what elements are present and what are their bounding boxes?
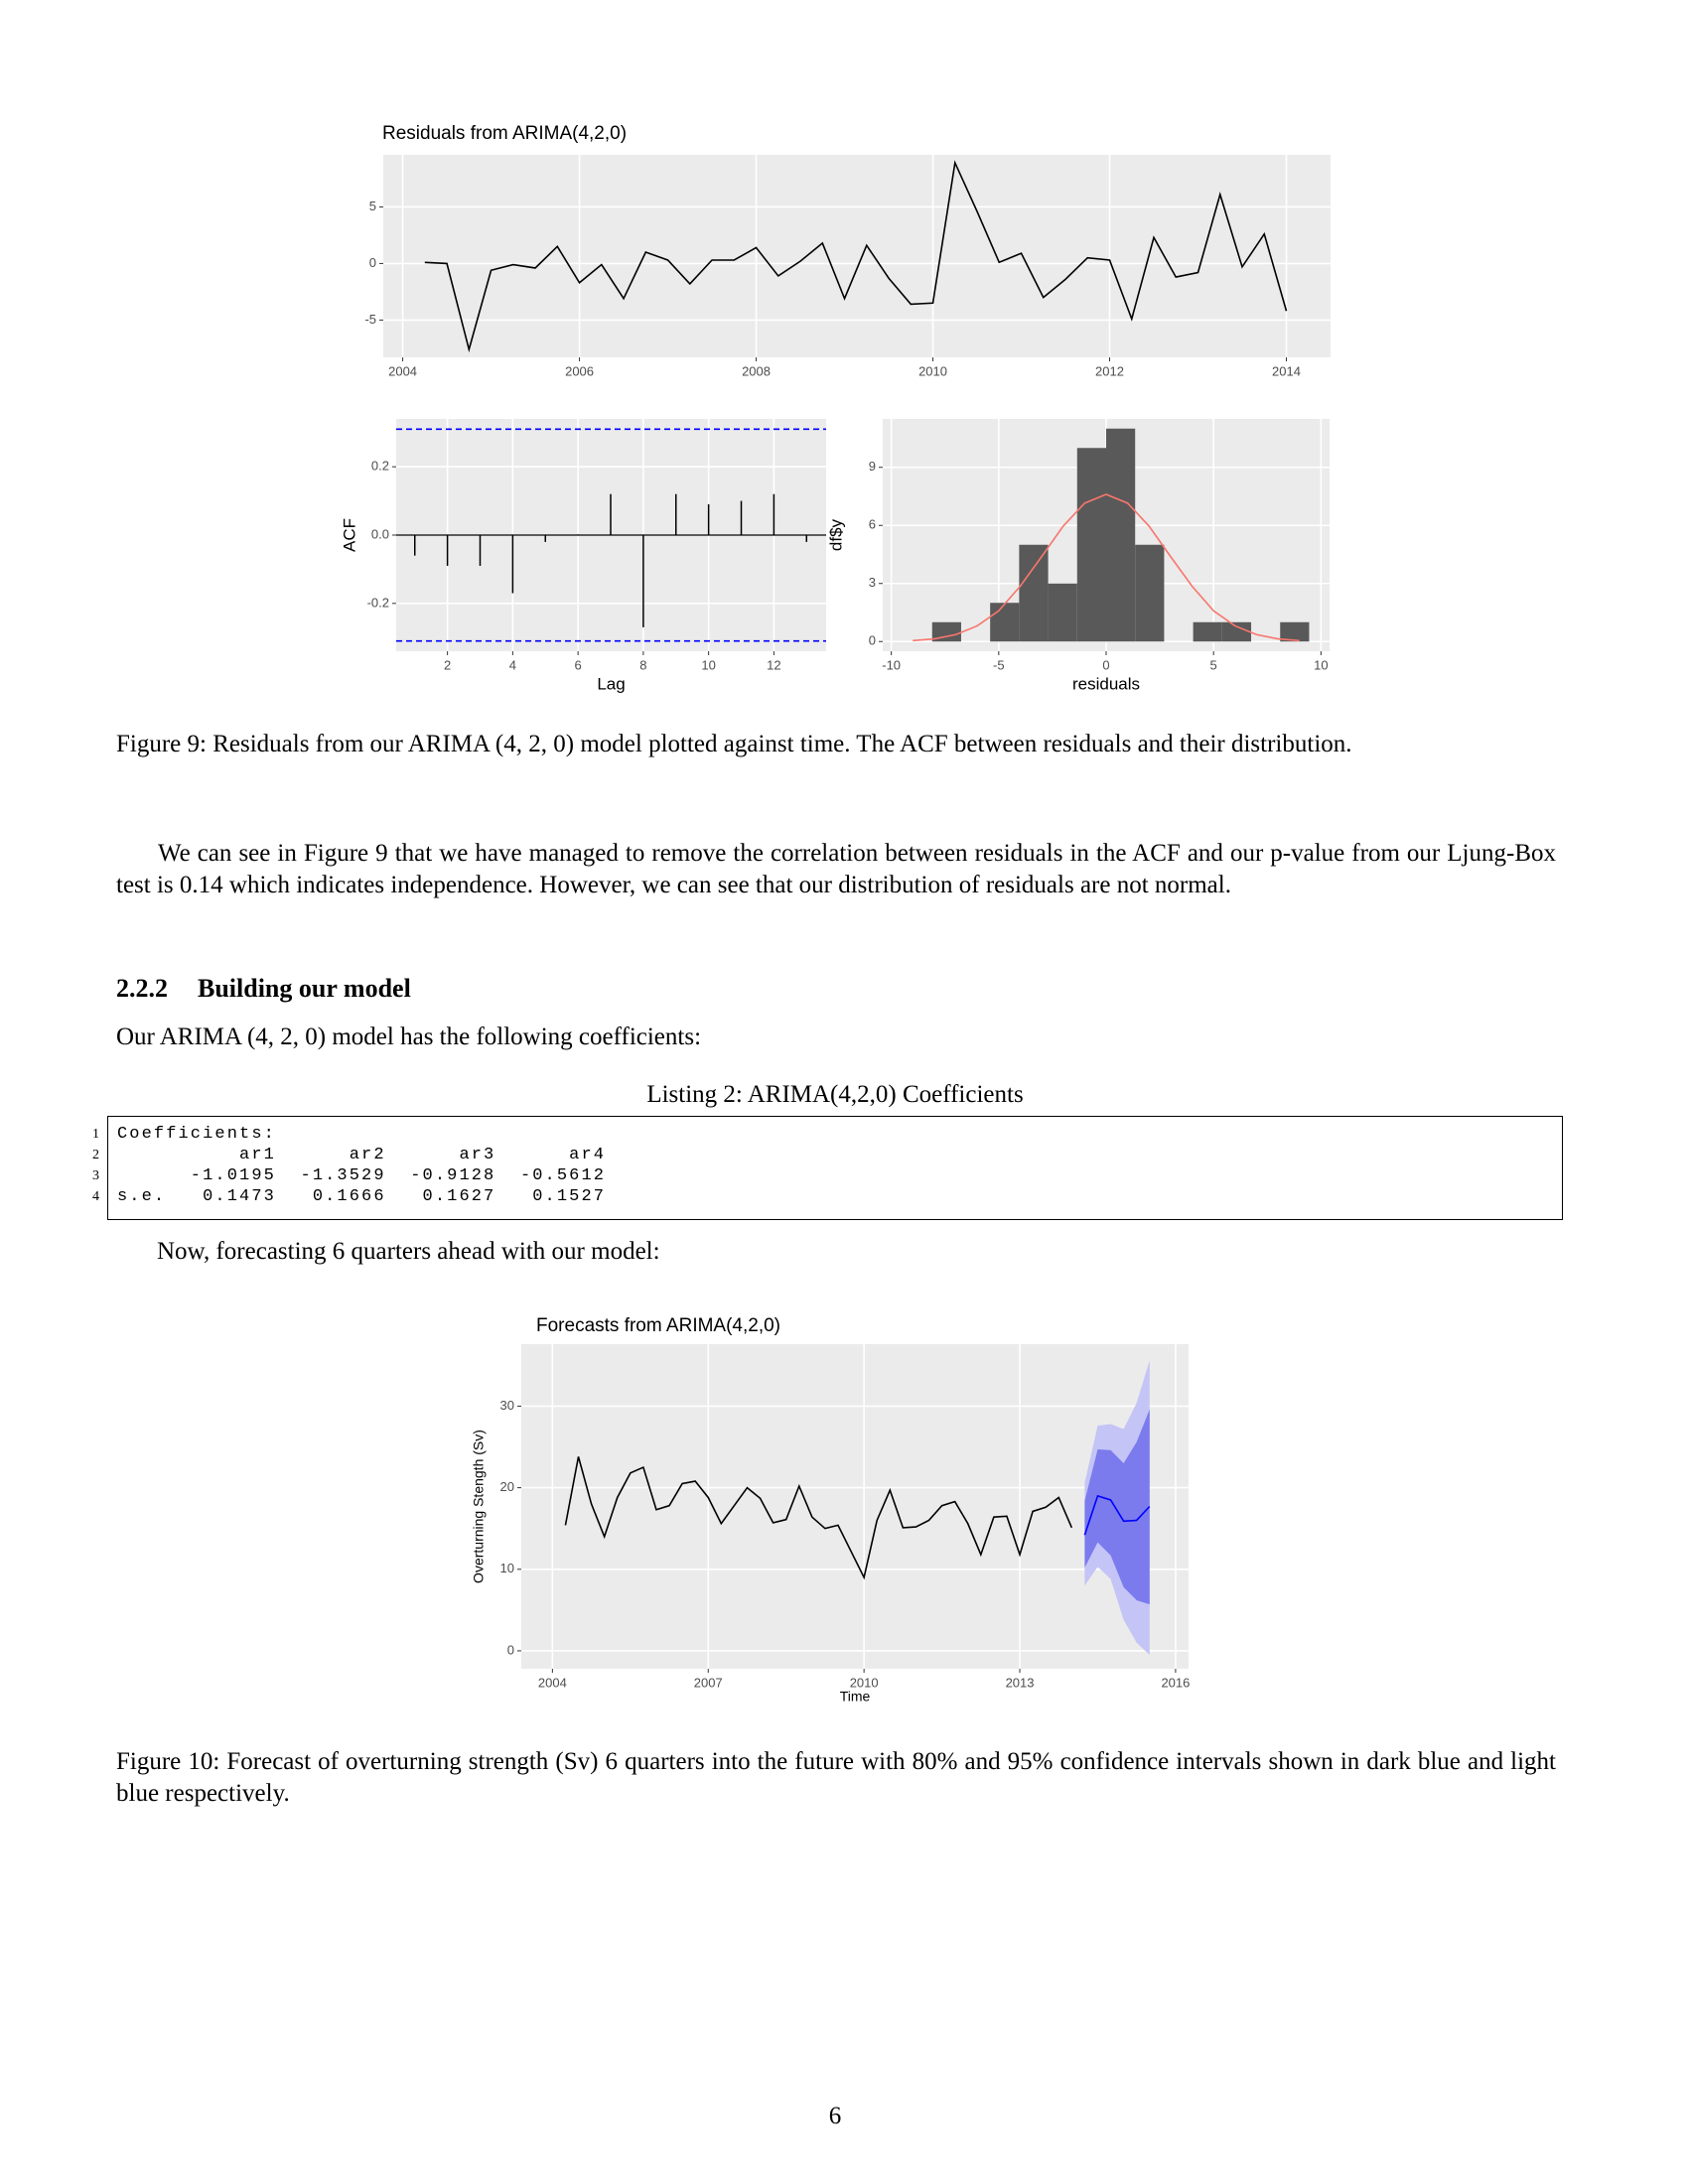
- y-tick-label: 20: [500, 1479, 514, 1494]
- line-number: 2: [92, 1148, 99, 1162]
- line: [424, 160, 1288, 353]
- x-tick-label: 4: [509, 657, 516, 672]
- x-tick-label: 2012: [1095, 363, 1124, 378]
- section-heading: 2.2.2 Building our model: [116, 973, 411, 1005]
- y-axis-label: df$y: [826, 518, 845, 551]
- x-axis-label: Time: [840, 1689, 871, 1705]
- section-number: 2.2.2: [116, 974, 168, 1003]
- y-tick-label: 30: [500, 1398, 514, 1413]
- x-tick-label: 8: [639, 657, 646, 672]
- y-tick-label: 0: [869, 633, 876, 648]
- paragraph: We can see in Figure 9 that we have mana…: [116, 840, 1556, 898]
- figure-caption: Figure 9: Residuals from our ARIMA (4, 2…: [116, 731, 1352, 757]
- histogram-bar: [1135, 544, 1165, 642]
- listing-caption: Listing 2: ARIMA(4,2,0) Coefficients: [646, 1081, 1024, 1108]
- histogram-bar: [1048, 583, 1077, 642]
- x-tick-label: 2008: [742, 363, 771, 378]
- histogram-bar: [1221, 621, 1252, 642]
- chart-title: Forecasts from ARIMA(4,2,0): [536, 1315, 780, 1336]
- histogram-bar: [1280, 621, 1310, 642]
- interval-80: [1084, 1409, 1150, 1605]
- x-tick-label: 10: [701, 657, 715, 672]
- density-curve: [913, 493, 1300, 642]
- y-tick-label: 0: [507, 1642, 514, 1657]
- x-tick-label: 2014: [1272, 363, 1301, 378]
- code-line: -1.0195 -1.3529 -0.9128 -0.5612: [117, 1166, 607, 1185]
- x-tick-label: 5: [1210, 657, 1217, 672]
- y-tick-label: 10: [500, 1561, 514, 1575]
- code-line: s.e. 0.1473 0.1666 0.1627 0.1527: [117, 1187, 607, 1206]
- page-number: 6: [828, 2103, 842, 2129]
- x-tick-label: 2006: [565, 363, 594, 378]
- x-axis-label: Lag: [597, 674, 625, 693]
- x-tick-label: 2013: [1006, 1675, 1035, 1690]
- code-line: Coefficients:: [117, 1125, 276, 1144]
- y-tick-label: 6: [869, 517, 876, 532]
- x-tick-label: 2007: [694, 1675, 723, 1690]
- line: [564, 1456, 1073, 1580]
- line-number: 4: [92, 1189, 99, 1204]
- x-tick-label: 2010: [918, 363, 947, 378]
- x-tick-label: 10: [1314, 657, 1328, 672]
- y-tick-label: 0.2: [371, 459, 389, 474]
- histogram-bar: [990, 603, 1020, 642]
- x-tick-label: 2010: [850, 1675, 879, 1690]
- y-tick-label: -5: [364, 312, 376, 327]
- histogram-bar: [1076, 448, 1106, 642]
- listing-box: [107, 1116, 1563, 1220]
- code-line: ar1 ar2 ar3 ar4: [117, 1146, 607, 1164]
- line-number: 1: [92, 1127, 99, 1142]
- histogram-bar: [1193, 621, 1222, 642]
- y-tick-label: 5: [369, 199, 376, 213]
- section-title: Building our model: [198, 974, 411, 1003]
- y-axis-label: ACF: [340, 518, 358, 552]
- x-axis-label: residuals: [1072, 674, 1140, 693]
- histogram-bar: [1106, 428, 1136, 642]
- line-number: 3: [92, 1168, 99, 1183]
- figure-caption: Figure 10: Forecast of overturning stren…: [116, 1748, 1556, 1807]
- forecast-line: [1083, 1494, 1151, 1536]
- x-tick-label: 2016: [1161, 1675, 1190, 1690]
- y-tick-label: 0.0: [371, 526, 389, 541]
- histogram-bar: [931, 621, 961, 642]
- plot-panel: [383, 155, 1331, 357]
- x-tick-label: 6: [575, 657, 582, 672]
- x-tick-label: 0: [1102, 657, 1109, 672]
- paragraph: Now, forecasting 6 quarters ahead with o…: [157, 1238, 660, 1265]
- x-tick-label: 12: [767, 657, 780, 672]
- y-axis-label: Overturning Stength (Sv): [471, 1430, 487, 1583]
- x-tick-label: 2004: [388, 363, 417, 378]
- histogram-bar: [1019, 544, 1049, 642]
- y-tick-label: 0: [369, 255, 376, 270]
- x-tick-label: 2: [444, 657, 451, 672]
- x-tick-label: 2004: [538, 1675, 567, 1690]
- y-tick-label: 9: [869, 459, 876, 474]
- plot-panel: [521, 1344, 1189, 1669]
- x-tick-label: -10: [882, 657, 901, 672]
- x-tick-label: -5: [993, 657, 1005, 672]
- paragraph: Our ARIMA (4, 2, 0) model has the follow…: [116, 1024, 702, 1050]
- chart-title: Residuals from ARIMA(4,2,0): [382, 123, 627, 144]
- y-tick-label: -0.2: [367, 595, 389, 610]
- y-tick-label: 3: [869, 575, 876, 590]
